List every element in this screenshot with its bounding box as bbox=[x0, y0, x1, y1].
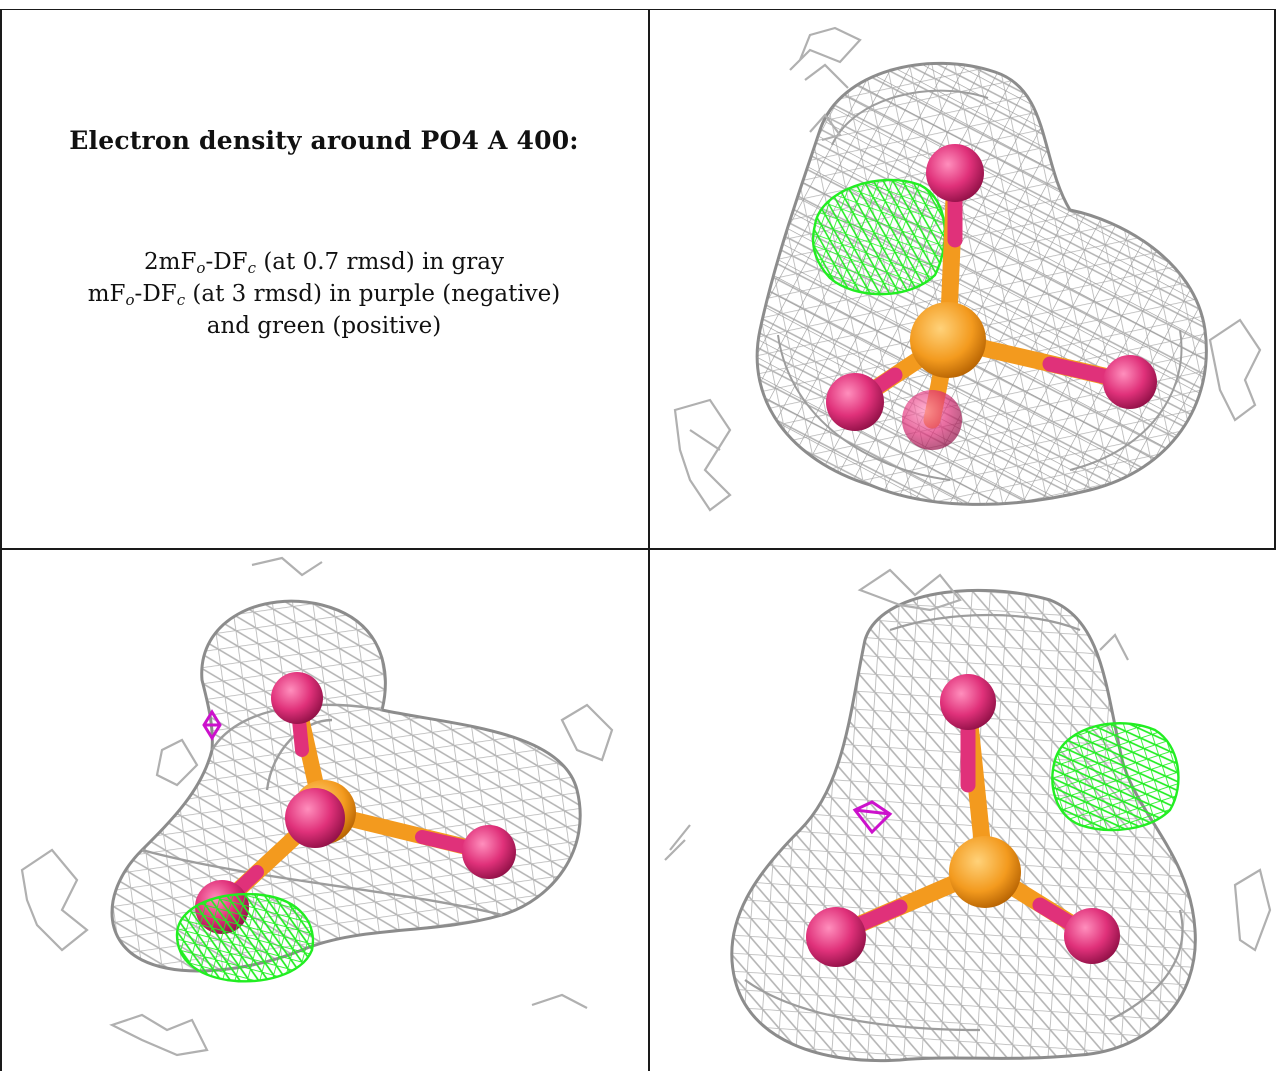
view-bottom-right bbox=[650, 550, 1276, 1071]
density-view-bottom-right bbox=[664, 568, 1272, 1063]
po4-molecule bbox=[826, 144, 1157, 450]
positive-difference-mesh bbox=[811, 178, 946, 296]
caption-cell: Electron density around PO4 A 400: 2mFo-… bbox=[0, 0, 648, 548]
border-left bbox=[0, 9, 2, 1071]
caption-line-2fofc: 2mFo-DFc (at 0.7 rmsd) in gray bbox=[144, 249, 504, 277]
border-middle bbox=[0, 548, 1276, 550]
border-right bbox=[1274, 9, 1276, 549]
gray-density-mesh bbox=[755, 61, 1208, 506]
gray-mesh-fragments bbox=[673, 26, 1262, 512]
caption-line-colors: and green (positive) bbox=[206, 313, 442, 339]
gray-mesh-fragments bbox=[20, 556, 614, 1057]
density-view-top-right bbox=[673, 26, 1262, 512]
gray-density-mesh bbox=[110, 599, 582, 973]
negative-difference-mesh bbox=[202, 709, 222, 741]
border-top bbox=[0, 9, 1276, 10]
po4-molecule bbox=[806, 674, 1120, 967]
positive-difference-mesh bbox=[1051, 722, 1180, 832]
view-bottom-left bbox=[2, 550, 648, 1071]
caption-title: Electron density around PO4 A 400: bbox=[69, 126, 579, 155]
caption-line-fofc: mFo-DFc (at 3 rmsd) in purple (negative) bbox=[87, 281, 561, 309]
border-center bbox=[648, 9, 650, 1071]
caption-description: 2mFo-DFc (at 0.7 rmsd) in gray mFo-DFc (… bbox=[0, 246, 648, 342]
positive-difference-mesh bbox=[175, 892, 315, 983]
density-view-bottom-left bbox=[20, 556, 614, 1057]
gray-mesh-fragments bbox=[664, 568, 1272, 952]
view-top-right bbox=[650, 10, 1274, 548]
negative-difference-mesh bbox=[852, 800, 893, 835]
